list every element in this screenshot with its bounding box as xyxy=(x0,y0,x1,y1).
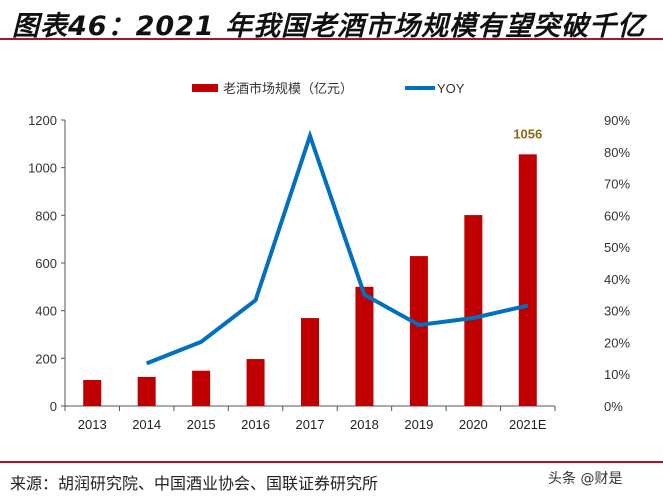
bar-2020 xyxy=(464,215,483,406)
chart: 0 200 400 600 800 1000 1200 0% 10% 20% 30% 40% 50% 60… xyxy=(28,81,630,432)
bar-2014 xyxy=(137,376,156,406)
right-axis-tick-label: 30% xyxy=(604,304,630,319)
bar-2015 xyxy=(192,370,211,406)
x-axis-tick-label: 2019 xyxy=(404,417,433,432)
x-axis-tick-label: 2013 xyxy=(78,417,107,432)
x-axis-tick-label: 2015 xyxy=(187,417,216,432)
x-axis-tick-label: 2016 xyxy=(241,417,270,432)
bar-2018 xyxy=(355,286,374,406)
bar-2021E xyxy=(518,154,537,406)
right-axis-tick-label: 80% xyxy=(604,145,630,160)
left-axis-tick-label: 0 xyxy=(50,399,57,414)
left-axis-tick-label: 400 xyxy=(35,304,57,319)
watermark: 头条 @财是 xyxy=(548,471,623,487)
x-axis-tick-label: 2020 xyxy=(459,417,488,432)
x-axis-tick-label: 2014 xyxy=(132,417,161,432)
source-divider xyxy=(0,461,663,463)
right-axis-tick-label: 10% xyxy=(604,367,630,382)
left-axis-tick-label: 600 xyxy=(35,256,57,271)
data-label: 1056 xyxy=(513,126,542,141)
legend-label-bar: 老酒市场规模（亿元） xyxy=(223,81,353,96)
bar-2013 xyxy=(83,380,102,406)
legend-label-line: YOY xyxy=(437,81,465,96)
x-axis-tick-label: 2017 xyxy=(296,417,325,432)
left-axis-tick-label: 1000 xyxy=(28,161,57,176)
legend-swatch-line xyxy=(405,86,435,90)
x-axis-tick-label: 2021E xyxy=(509,417,547,432)
left-axis-tick-label: 800 xyxy=(35,208,57,223)
figure-title: 图表46：2021 年我国老酒市场规模有望突破千亿 xyxy=(12,11,646,42)
yoy-line xyxy=(145,129,529,366)
right-axis-tick-label: 60% xyxy=(604,208,630,223)
bar-2019 xyxy=(409,256,428,406)
left-axis-tick-label: 1200 xyxy=(28,113,57,128)
right-axis-tick-label: 90% xyxy=(604,113,630,128)
x-axis-tick-label: 2018 xyxy=(350,417,379,432)
title-divider xyxy=(0,38,663,40)
bar-2017 xyxy=(301,318,319,406)
left-axis-tick-label: 200 xyxy=(35,351,57,366)
source-note: 来源：胡润研究院、中国酒业协会、国联证券研究所 xyxy=(10,474,379,493)
bar-2016 xyxy=(246,359,265,406)
legend-swatch-bar xyxy=(192,84,218,92)
right-axis-tick-label: 0% xyxy=(604,399,623,414)
right-axis-tick-label: 20% xyxy=(604,335,630,350)
right-axis-tick-label: 70% xyxy=(604,177,630,192)
right-axis-tick-label: 40% xyxy=(604,272,630,287)
right-axis-tick-label: 50% xyxy=(604,240,630,255)
